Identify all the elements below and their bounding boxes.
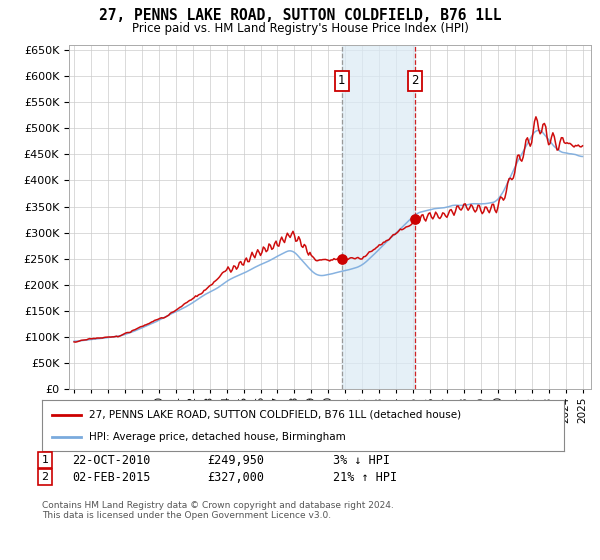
Text: 27, PENNS LAKE ROAD, SUTTON COLDFIELD, B76 1LL: 27, PENNS LAKE ROAD, SUTTON COLDFIELD, B…	[99, 8, 501, 24]
Text: 22-OCT-2010: 22-OCT-2010	[72, 454, 151, 467]
Bar	[342, 45, 415, 389]
Text: £249,950: £249,950	[207, 454, 264, 467]
Text: 02-FEB-2015: 02-FEB-2015	[72, 470, 151, 484]
Text: 1: 1	[41, 455, 49, 465]
Text: 3% ↓ HPI: 3% ↓ HPI	[333, 454, 390, 467]
Text: 2: 2	[41, 472, 49, 482]
Text: Contains HM Land Registry data © Crown copyright and database right 2024.: Contains HM Land Registry data © Crown c…	[42, 501, 394, 510]
Text: This data is licensed under the Open Government Licence v3.0.: This data is licensed under the Open Gov…	[42, 511, 331, 520]
Text: HPI: Average price, detached house, Birmingham: HPI: Average price, detached house, Birm…	[89, 432, 346, 442]
Text: £327,000: £327,000	[207, 470, 264, 484]
Text: Price paid vs. HM Land Registry's House Price Index (HPI): Price paid vs. HM Land Registry's House …	[131, 22, 469, 35]
Text: 21% ↑ HPI: 21% ↑ HPI	[333, 470, 397, 484]
Text: 1: 1	[338, 74, 346, 87]
Text: 27, PENNS LAKE ROAD, SUTTON COLDFIELD, B76 1LL (detached house): 27, PENNS LAKE ROAD, SUTTON COLDFIELD, B…	[89, 409, 461, 419]
Text: 2: 2	[411, 74, 418, 87]
Point	[337, 254, 347, 263]
Point	[410, 214, 419, 223]
